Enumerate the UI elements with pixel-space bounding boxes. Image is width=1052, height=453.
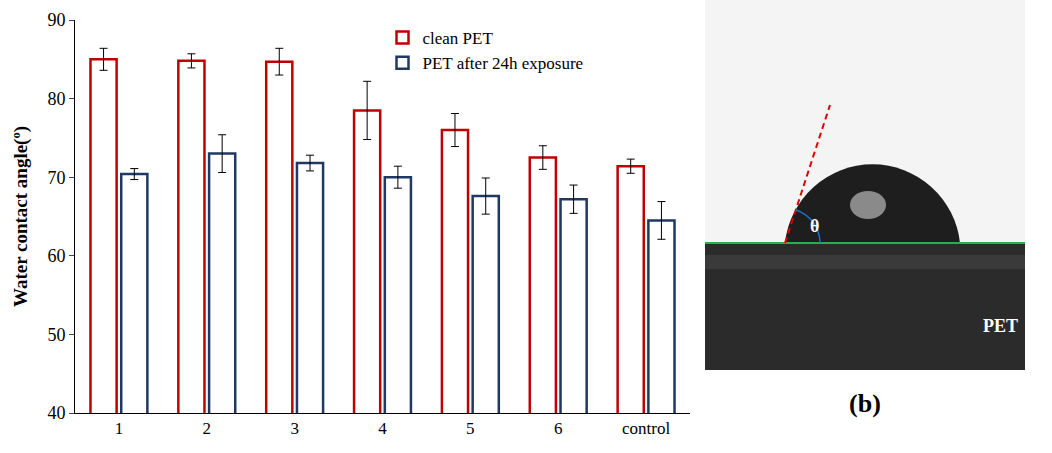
svg-text:60: 60 (47, 246, 65, 266)
svg-text:θ: θ (810, 216, 819, 236)
svg-text:4: 4 (378, 419, 387, 438)
svg-text:control: control (622, 419, 670, 438)
svg-text:Water contact angle(º): Water contact angle(º) (10, 126, 32, 307)
svg-text:(b): (b) (849, 389, 881, 418)
svg-text:50: 50 (47, 325, 65, 345)
svg-text:90: 90 (47, 10, 65, 30)
svg-text:5: 5 (466, 419, 475, 438)
svg-text:clean PET: clean PET (423, 29, 494, 48)
svg-text:2: 2 (203, 419, 212, 438)
svg-text:6: 6 (554, 419, 563, 438)
svg-text:1: 1 (115, 419, 124, 438)
svg-text:PET: PET (983, 316, 1018, 336)
svg-text:70: 70 (47, 168, 65, 188)
svg-text:3: 3 (290, 419, 299, 438)
svg-text:80: 80 (47, 89, 65, 109)
svg-text:PET after 24h exposure: PET after 24h exposure (423, 54, 584, 73)
svg-text:40: 40 (47, 403, 65, 423)
